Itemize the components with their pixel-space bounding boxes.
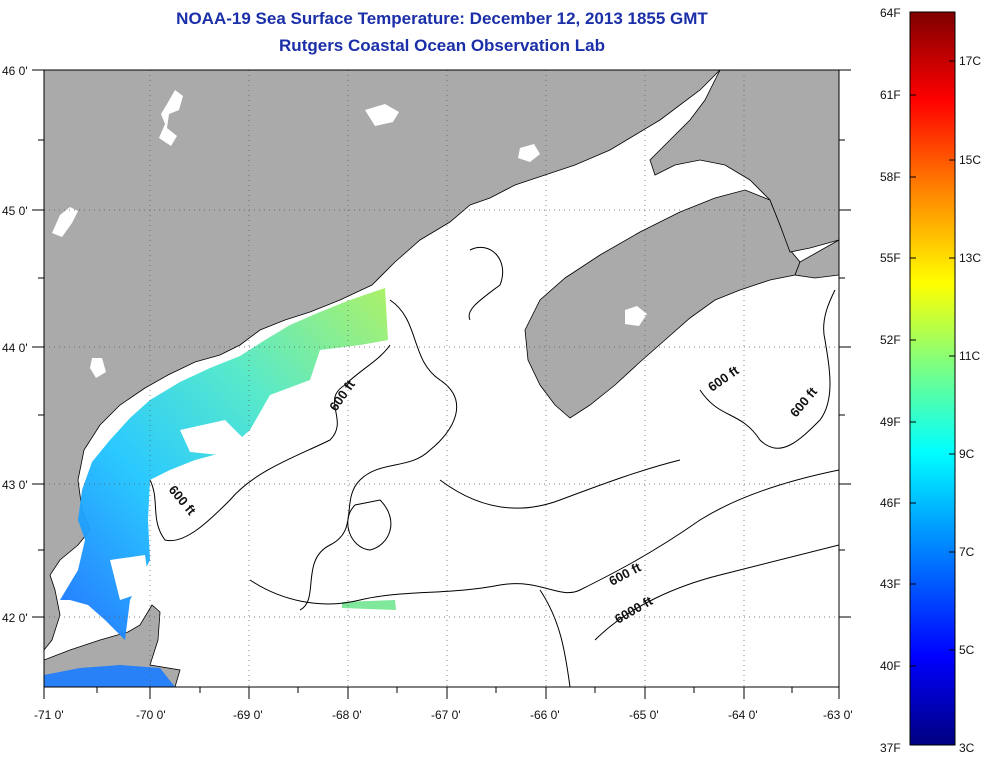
colorbar-ticks [910, 60, 955, 667]
colorbar-f-label: 61F [880, 88, 901, 102]
colorbar-f-label: 49F [880, 415, 901, 429]
axis-ticks [32, 69, 851, 699]
lat-label: 43 0' [2, 478, 28, 492]
map-subtitle: Rutgers Coastal Ocean Observation Lab [279, 36, 605, 55]
colorbar-c-label: 13C [959, 251, 981, 265]
colorbar-f-label: 55F [880, 251, 901, 265]
land-new-brunswick [649, 70, 839, 253]
colorbar-f-label: 43F [880, 577, 901, 591]
lat-label: 42 0' [2, 611, 28, 625]
sst-swath [60, 288, 388, 640]
colorbar-f-label: 37F [880, 741, 901, 755]
cloud-gap [180, 420, 245, 455]
colorbar [909, 11, 956, 746]
bathymetry-contours [149, 247, 839, 687]
lon-label: -70 0' [136, 708, 166, 722]
colorbar-f-label: 64F [880, 6, 901, 20]
colorbar-c-label: 3C [959, 741, 975, 755]
lon-label: -64 0' [728, 708, 758, 722]
lake [90, 358, 106, 378]
lon-label: -65 0' [629, 708, 659, 722]
colorbar-f-label: 52F [880, 333, 901, 347]
lon-label: -69 0' [233, 708, 263, 722]
land-east-edge [794, 239, 839, 279]
colorbar-f-label: 46F [880, 496, 901, 510]
lat-label: 46 0' [2, 64, 28, 78]
sst-swath-south [44, 665, 175, 687]
lon-label: -68 0' [332, 708, 362, 722]
colorbar-f-label: 40F [880, 659, 901, 673]
colorbar-c-label: 5C [959, 643, 975, 657]
cloud-gap [110, 555, 150, 600]
lake [159, 90, 183, 146]
lon-label: -67 0' [431, 708, 461, 722]
lon-label: -63 0' [823, 708, 853, 722]
land-new-england [44, 70, 721, 651]
map-title: NOAA-19 Sea Surface Temperature: Decembe… [176, 9, 708, 28]
land-nova-scotia [524, 189, 801, 419]
cloud-gap [150, 470, 190, 510]
sst-patch [342, 600, 396, 610]
lake [365, 104, 399, 126]
lon-label: -66 0' [530, 708, 560, 722]
colorbar-c-label: 9C [959, 447, 975, 461]
lon-label: -71 0' [34, 708, 64, 722]
lake [52, 207, 78, 237]
colorbar-c-label: 11C [959, 349, 980, 363]
land-cape-cod [44, 604, 181, 687]
colorbar-c-label: 7C [959, 545, 975, 559]
lake [625, 306, 647, 326]
colorbar-f-label: 58F [880, 170, 901, 184]
lat-label: 45 0' [2, 204, 28, 218]
lake [518, 144, 540, 162]
colorbar-c-label: 15C [959, 153, 981, 167]
lat-label: 44 0' [2, 341, 28, 355]
colorbar-c-label: 17C [959, 54, 981, 68]
